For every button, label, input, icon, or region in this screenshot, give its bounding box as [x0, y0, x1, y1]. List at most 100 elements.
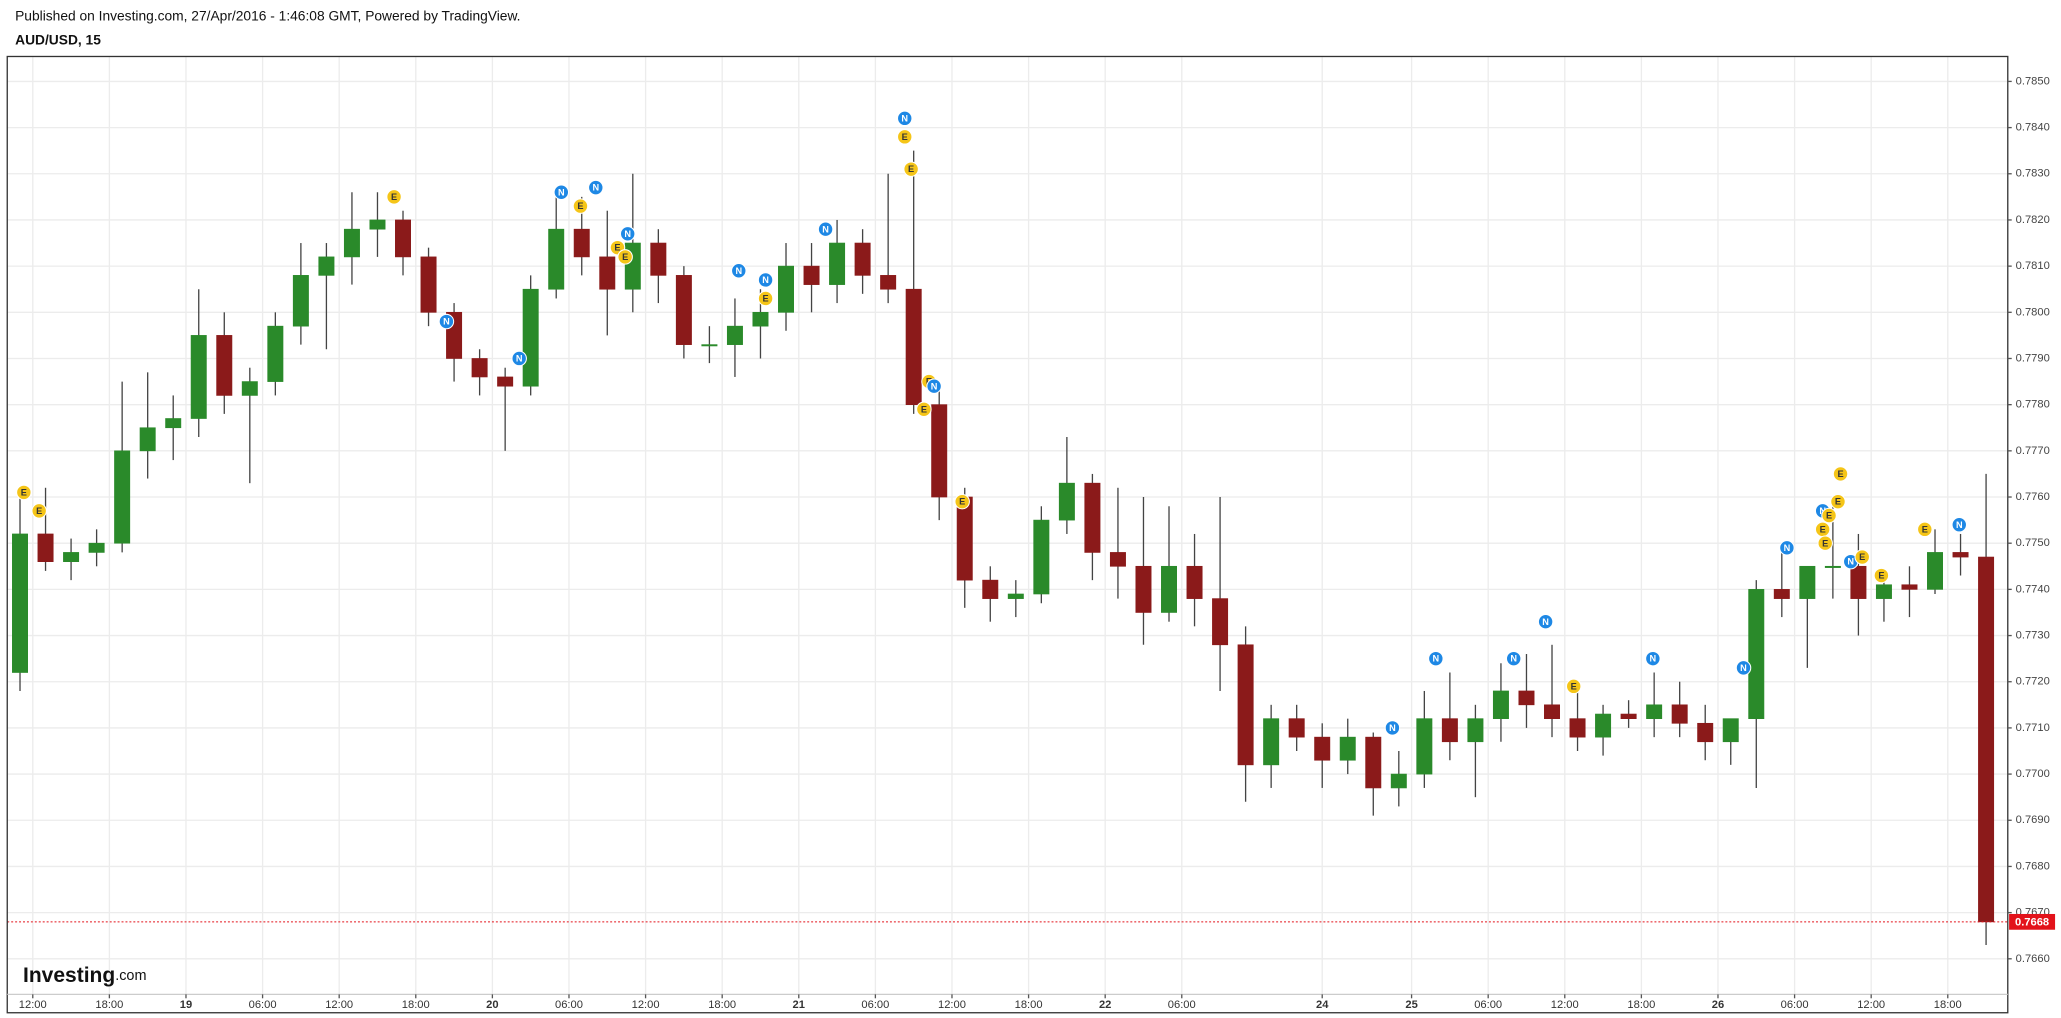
candle-body	[982, 579, 999, 599]
event-label: E	[959, 497, 965, 507]
event-label: E	[902, 132, 908, 142]
event-marker	[1830, 493, 1846, 510]
x-tick-label: 12:00	[632, 999, 660, 1011]
event-label: N	[1542, 617, 1549, 627]
event-marker	[954, 493, 970, 510]
candle-body	[497, 376, 514, 387]
candle-body	[778, 265, 794, 313]
y-tick-label: 0.7850	[2016, 75, 2050, 87]
x-tick-label: 06:00	[1474, 999, 1502, 1011]
candle-body	[1441, 718, 1458, 743]
x-tick-label: 12:00	[19, 999, 47, 1011]
chart-title: AUD/USD, 15	[15, 32, 101, 47]
event-label: N	[735, 266, 742, 276]
event-label: N	[931, 381, 938, 391]
event-marker	[817, 221, 834, 237]
candle-body	[37, 533, 54, 562]
candle-body	[114, 450, 131, 544]
event-label: E	[1835, 497, 1841, 507]
candle-body	[1339, 736, 1356, 761]
event-label: N	[822, 224, 829, 234]
candle-body	[318, 256, 335, 276]
candle-body	[931, 404, 948, 498]
event-label: N	[1740, 663, 1747, 673]
event-label: N	[1847, 557, 1854, 567]
candle-body	[88, 542, 105, 553]
candle-body	[1773, 589, 1790, 599]
logo-name: Investing	[23, 964, 115, 987]
event-marker	[1821, 507, 1837, 524]
y-tick-label: 0.7820	[2016, 214, 2050, 226]
y-tick-label: 0.7810	[2016, 260, 2050, 272]
x-tick-label: 12:00	[938, 999, 966, 1011]
x-tick-label: 22	[1099, 999, 1111, 1011]
y-tick-label: 0.7800	[2016, 306, 2050, 318]
event-marker	[1384, 720, 1401, 736]
candle-body	[1620, 713, 1637, 720]
candle-body	[343, 228, 360, 258]
event-label: E	[622, 252, 628, 262]
y-tick-label: 0.7830	[2016, 168, 2050, 180]
candle-body	[1901, 584, 1918, 590]
event-label: N	[1956, 520, 1963, 530]
candle-body	[1314, 736, 1331, 761]
candle-body	[1007, 593, 1024, 599]
event-marker	[916, 401, 932, 418]
x-tick-label: 18:00	[402, 999, 430, 1011]
candle-body	[675, 275, 692, 345]
candle-body	[854, 242, 871, 276]
event-marker	[572, 198, 589, 214]
x-tick-label: 06:00	[1168, 999, 1196, 1011]
event-marker	[31, 503, 47, 519]
event-label: N	[592, 183, 599, 193]
event-marker	[1428, 650, 1444, 667]
candle-body	[1595, 713, 1612, 738]
event-marker	[438, 313, 455, 330]
event-label: E	[36, 506, 42, 516]
candle-body	[1212, 598, 1229, 646]
event-marker	[1873, 567, 1890, 584]
event-marker	[1951, 516, 1968, 533]
event-label: N	[1510, 654, 1517, 664]
candle-body	[395, 219, 412, 258]
y-tick-label: 0.7680	[2016, 860, 2050, 872]
x-tick-label: 26	[1712, 999, 1724, 1011]
candle-body	[1237, 644, 1254, 766]
event-label: E	[1820, 524, 1826, 534]
event-label: N	[1433, 654, 1440, 664]
event-marker	[903, 161, 919, 177]
event-marker	[1645, 650, 1661, 667]
candle-body	[1978, 556, 1995, 923]
candle-body	[829, 242, 846, 285]
x-tick-label: 18:00	[1015, 999, 1043, 1011]
candle-body	[1186, 565, 1203, 599]
event-label: N	[901, 113, 908, 123]
event-label: E	[1822, 538, 1828, 548]
candle-body	[1850, 565, 1867, 599]
event-label: E	[21, 487, 27, 497]
candle-body	[1288, 718, 1305, 738]
event-marker	[1505, 650, 1522, 667]
x-tick-label: 21	[793, 999, 805, 1011]
event-label: N	[762, 275, 769, 285]
event-label: E	[614, 243, 620, 253]
candle-body	[1135, 565, 1152, 613]
candle-body	[522, 288, 539, 387]
candle-body	[1109, 552, 1126, 567]
x-tick-label: 18:00	[708, 999, 736, 1011]
candle-body	[1927, 552, 1943, 590]
candle-body	[1084, 482, 1101, 553]
x-tick-label: 12:00	[1551, 999, 1579, 1011]
x-tick-label: 06:00	[861, 999, 889, 1011]
candle-body	[1799, 565, 1816, 599]
event-marker	[896, 129, 913, 145]
candle-body	[190, 335, 207, 419]
candle-body	[956, 496, 973, 581]
x-tick-label: 24	[1316, 999, 1329, 1011]
event-label: N	[558, 187, 565, 197]
candle-body	[726, 325, 743, 345]
event-marker	[926, 378, 942, 394]
candle-body	[1263, 718, 1280, 766]
y-tick-label: 0.7780	[2016, 399, 2050, 411]
